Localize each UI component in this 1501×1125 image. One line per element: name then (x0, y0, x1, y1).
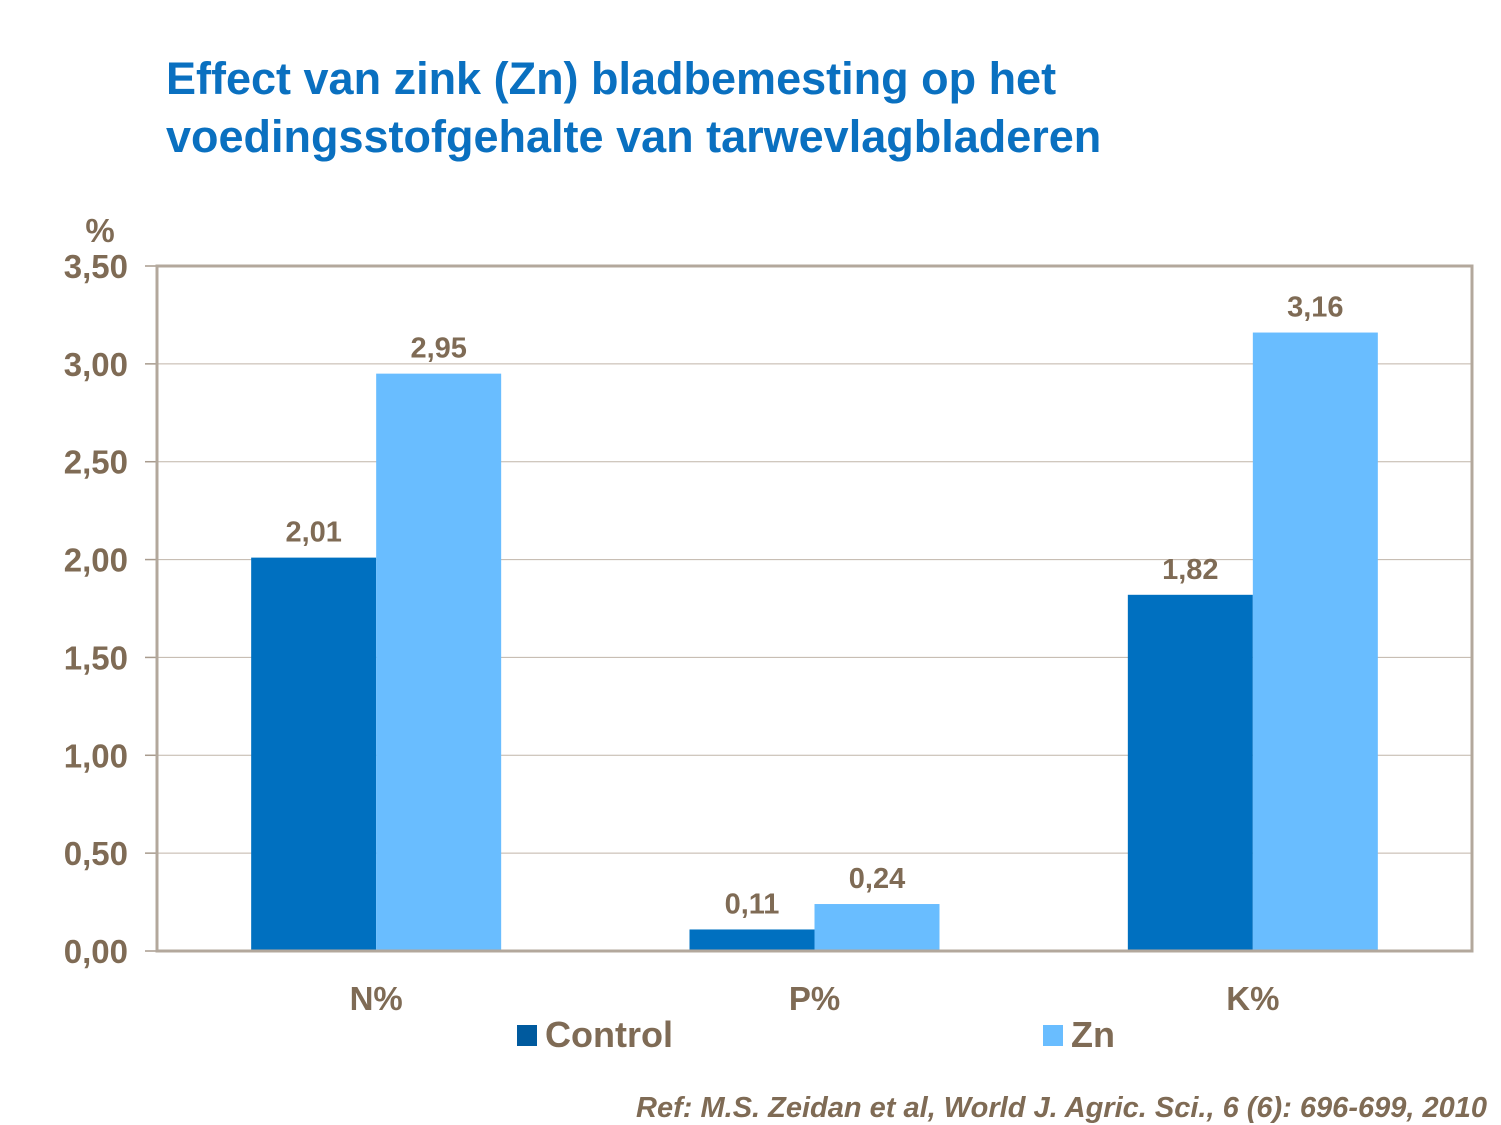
data-label: 3,16 (1287, 292, 1343, 324)
legend-label-control: Control (545, 1014, 673, 1055)
reference-footnote: Ref: M.S. Zeidan et al, World J. Agric. … (636, 1092, 1487, 1124)
plot-area-border (155, 264, 1474, 953)
y-tick-label: 1,00 (64, 737, 128, 774)
y-axis-label: % (85, 212, 114, 249)
title-line-2: voedingsstofgehalte van tarwevlagbladere… (166, 111, 1102, 162)
x-tick-label: N% (350, 980, 403, 1017)
bar-zn-N% (376, 373, 502, 952)
y-tick-label: 2,00 (64, 542, 128, 579)
legend-swatch-control (517, 1025, 537, 1046)
bar-control-N% (251, 557, 377, 951)
bar-zn-P% (814, 904, 940, 951)
bar-control-K% (1127, 594, 1253, 951)
y-tick-label: 1,50 (64, 639, 128, 676)
data-label: 2,01 (285, 517, 341, 549)
data-label: 1,82 (1162, 554, 1218, 586)
data-label: 2,95 (410, 333, 466, 365)
legend-label-zn: Zn (1071, 1014, 1115, 1055)
title-line-1: Effect van zink (Zn) bladbemesting op he… (166, 53, 1057, 104)
chart-title: Effect van zink (Zn) bladbemesting op he… (166, 50, 1101, 166)
y-tick-label: 0,00 (64, 933, 128, 970)
x-tick-label: K% (1226, 980, 1279, 1017)
bar-zn-K% (1252, 332, 1378, 951)
y-tick-label: 3,00 (64, 346, 128, 383)
y-tick-label: 3,50 (64, 248, 128, 285)
y-tick-label: 2,50 (64, 444, 128, 481)
legend-swatch-zn (1043, 1025, 1063, 1046)
bar-control-P% (689, 929, 815, 951)
x-tick-label: P% (789, 980, 840, 1017)
y-tick-label: 0,50 (64, 835, 128, 872)
data-label: 0,24 (849, 863, 905, 895)
data-label: 0,11 (725, 888, 780, 920)
